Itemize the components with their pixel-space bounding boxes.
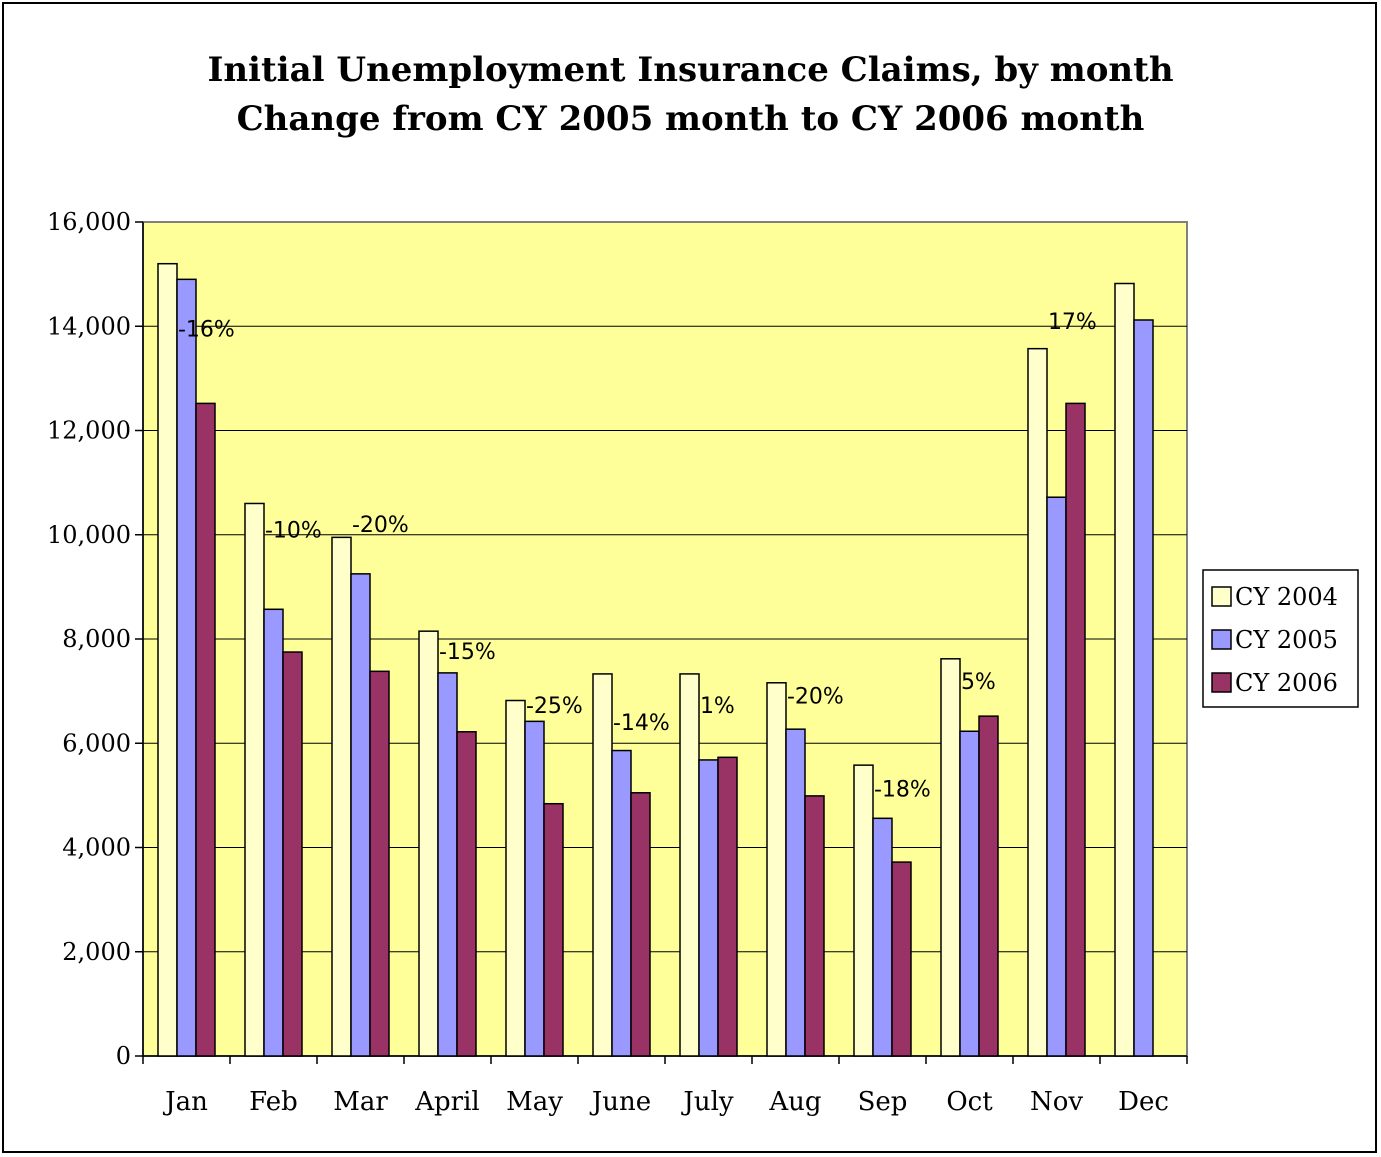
- y-tick-label: 12,000: [47, 417, 131, 445]
- bar-cy-2004: [766, 682, 787, 1057]
- y-tick-label: 6,000: [62, 729, 131, 757]
- y-tick-label: 10,000: [47, 521, 131, 549]
- bar-cy-2004: [853, 764, 874, 1057]
- x-tick-label: Sep: [858, 1087, 908, 1117]
- bar-cy-2005: [176, 278, 197, 1057]
- bar-cy-2004: [1027, 347, 1048, 1057]
- bar-cy-2005: [872, 817, 893, 1057]
- bar-cy-2006: [804, 795, 825, 1057]
- bar-cy-2004: [940, 658, 961, 1057]
- change-label: -20%: [352, 513, 409, 538]
- x-tick-label: Nov: [1030, 1087, 1083, 1117]
- bar-cy-2004: [244, 502, 265, 1057]
- bar-cy-2005: [959, 730, 980, 1057]
- bar-cy-2006: [543, 802, 564, 1057]
- bar-cy-2006: [717, 756, 738, 1057]
- bar-cy-2006: [630, 792, 651, 1057]
- bar-cy-2005: [263, 608, 284, 1057]
- bar-cy-2006: [978, 715, 999, 1057]
- y-tick-label: 16,000: [47, 208, 131, 236]
- bar-cy-2004: [1114, 282, 1135, 1057]
- change-label: 5%: [961, 670, 996, 695]
- bar-cy-2005: [437, 672, 458, 1057]
- bar-cy-2004: [505, 699, 526, 1057]
- bar-cy-2005: [524, 720, 545, 1057]
- change-label: -25%: [526, 694, 583, 719]
- change-label: 1%: [700, 694, 735, 719]
- y-tick-label: 4,000: [62, 834, 131, 862]
- x-tick-label: Aug: [768, 1087, 821, 1117]
- legend-label: CY 2006: [1235, 669, 1338, 697]
- legend-swatch: [1211, 629, 1232, 650]
- bar-cy-2006: [891, 861, 912, 1057]
- change-label: -15%: [439, 640, 496, 665]
- x-tick-label: May: [506, 1087, 563, 1117]
- bar-cy-2005: [698, 759, 719, 1057]
- bar-cy-2006: [1065, 402, 1086, 1057]
- y-tick-label: 14,000: [47, 312, 131, 340]
- x-tick-label: June: [589, 1087, 651, 1117]
- bar-cy-2004: [418, 630, 439, 1057]
- chart-subtitle: Change from CY 2005 month to CY 2006 mon…: [236, 99, 1145, 139]
- change-label: -14%: [613, 711, 670, 736]
- bar-cy-2006: [195, 402, 216, 1057]
- bar-cy-2006: [456, 731, 477, 1057]
- bar-cy-2004: [157, 262, 178, 1057]
- bar-cy-2006: [282, 651, 303, 1057]
- bar-cy-2005: [350, 573, 371, 1057]
- legend-label: CY 2005: [1235, 626, 1338, 654]
- change-label: -16%: [178, 318, 235, 343]
- x-tick-label: Oct: [946, 1087, 993, 1117]
- change-label: -18%: [874, 777, 931, 802]
- legend-swatch: [1211, 672, 1232, 693]
- x-tick-label: April: [414, 1087, 479, 1117]
- bar-cy-2004: [679, 673, 700, 1057]
- x-tick-label: Mar: [333, 1087, 388, 1117]
- y-tick-label: 2,000: [62, 938, 131, 966]
- bar-cy-2005: [1133, 319, 1154, 1057]
- bar-cy-2004: [592, 673, 613, 1057]
- change-label: -20%: [787, 685, 844, 710]
- bar-cy-2006: [369, 670, 390, 1057]
- x-tick-label: Dec: [1118, 1087, 1169, 1117]
- chart-title: Initial Unemployment Insurance Claims, b…: [207, 50, 1174, 90]
- legend-swatch: [1211, 586, 1232, 607]
- change-label: -10%: [265, 518, 322, 543]
- bar-cy-2005: [611, 749, 632, 1057]
- change-label: 17%: [1048, 310, 1097, 335]
- y-tick-label: 0: [116, 1042, 131, 1070]
- x-tick-label: Jan: [162, 1087, 208, 1117]
- x-tick-label: July: [680, 1087, 733, 1117]
- bar-cy-2005: [1046, 496, 1067, 1057]
- legend-label: CY 2004: [1235, 583, 1338, 611]
- y-tick-label: 8,000: [62, 625, 131, 653]
- bar-cy-2004: [331, 536, 352, 1057]
- bar-cy-2005: [785, 728, 806, 1057]
- x-tick-label: Feb: [249, 1087, 298, 1117]
